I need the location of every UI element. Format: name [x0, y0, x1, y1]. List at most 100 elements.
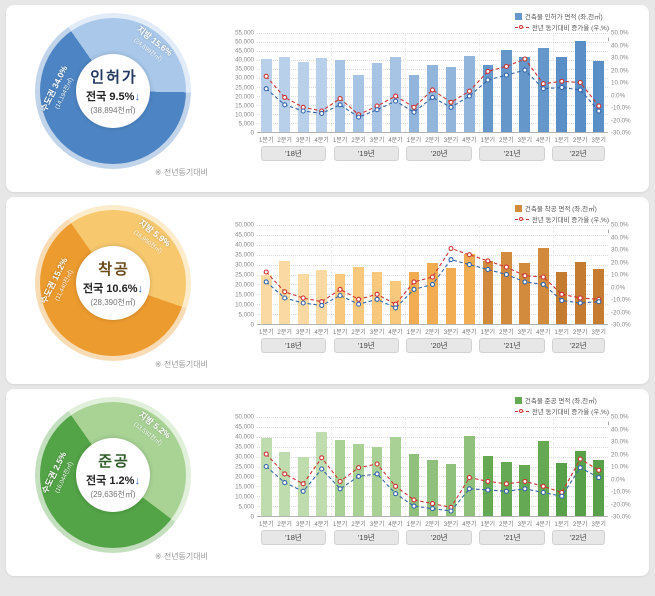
- bar-slot: [442, 33, 460, 132]
- line-point-marker: [596, 103, 602, 109]
- quarter-tick-label: 3분기: [443, 138, 459, 144]
- completions-donut-chart: 수도권 2.5% (16,044천㎡) 지방 5.2% (13,592천㎡) 준…: [35, 397, 191, 553]
- quarter-tick-label: 1분기: [332, 522, 348, 528]
- bar-slot: [423, 417, 441, 516]
- bar-slot: [516, 225, 534, 324]
- line-point-marker: [300, 300, 306, 306]
- line-point-marker: [393, 483, 399, 489]
- line-point-marker: [300, 481, 306, 487]
- grid-line: [257, 254, 608, 256]
- grid-line: [257, 446, 608, 448]
- quarter-tick-label: 1분기: [259, 522, 274, 528]
- left-axis-tick-label: 5,000: [238, 311, 254, 319]
- year-label: '21년: [479, 530, 545, 545]
- right-axis-tick-label: -20.0%: [611, 117, 631, 124]
- left-axis-tick-label: 15,000: [235, 483, 254, 491]
- line-point-marker: [282, 295, 288, 301]
- line-point-marker: [319, 110, 325, 116]
- yoy-note: ※ 전년동기대비: [154, 168, 208, 177]
- bar: [353, 443, 364, 516]
- bar: [371, 62, 383, 132]
- line-point-marker: [300, 488, 306, 494]
- permits-panel: 수도권 34.0% (14,194천㎡) 지방 15.6% (24,699천㎡)…: [6, 5, 649, 192]
- right-axis-tick-label: 50.0%: [611, 29, 629, 37]
- bar-slot: [553, 417, 571, 516]
- right-axis: -30.0% -20.0% -10.0% 0.0% 10.0% 20.0% 30.0% 40.…: [608, 222, 641, 329]
- line-point-marker: [503, 271, 509, 278]
- line-point-marker: [356, 473, 362, 479]
- bar-slot: [497, 225, 515, 324]
- year-label: '19년: [333, 146, 400, 161]
- bar-slot: [294, 33, 312, 132]
- left-axis: 0 5,000 10,000 15,000 20,000 25,000 30,000 35,0…: [226, 414, 257, 521]
- right-axis: -30.0% -20.0% -10.0% 0.0% 10.0% 20.0% 30.0% 40.…: [608, 29, 641, 137]
- left-axis-tick-label: 45,000: [235, 423, 254, 431]
- trend-line: [265, 453, 600, 508]
- quarter-tick-label: 3분기: [369, 522, 385, 528]
- line-point-marker: [448, 104, 454, 110]
- bar: [593, 60, 605, 132]
- starts-donut-chart: 수도권 15.2% (11,440천㎡) 지방 5.9% (16,950천㎡) …: [35, 205, 191, 361]
- right-axis-tick-label: -30.0%: [611, 321, 631, 329]
- left-axis: 0 5,000 10,000 15,000 20,000 25,000 30,000 35,0…: [226, 30, 257, 137]
- quarter-tick-label: 4분기: [314, 330, 329, 336]
- quarter-tick-label: 1분기: [332, 138, 348, 144]
- line-point-marker: [522, 273, 528, 279]
- left-axis-tick-label: 10,000: [235, 301, 254, 309]
- line-point-marker: [540, 81, 546, 87]
- year-label: '18년: [260, 530, 327, 545]
- bar-slot: [571, 417, 589, 516]
- bar-slot: [368, 33, 386, 132]
- line-point-marker: [393, 93, 399, 99]
- bar-slot: [534, 417, 552, 516]
- bar-slot: [386, 417, 404, 516]
- red-line-legend-icon: [514, 408, 529, 413]
- right-axis-tick-label: 40.0%: [611, 234, 629, 241]
- line-point-marker: [411, 104, 417, 110]
- left-axis-tick-label: 5,000: [238, 503, 254, 511]
- line-point-marker: [522, 486, 528, 492]
- left-axis-tick-label: 25,000: [235, 463, 254, 471]
- line-point-marker: [337, 292, 343, 299]
- line-point-marker: [337, 96, 343, 102]
- year-axis: '18년 '19년 '20년 '21년 '22년: [257, 530, 608, 545]
- quarter-axis: 1분기 2분기 3분기 4분기 1분기 2분기 3분기 4분기 1분기 2분기 3분기 4분기 1분기 2…: [257, 517, 608, 528]
- quarter-tick-label: 2분기: [425, 138, 440, 144]
- grid-line: [257, 436, 608, 438]
- bar: [316, 431, 327, 516]
- line-point-marker: [503, 63, 509, 69]
- bar: [427, 262, 438, 324]
- line-series-overlay: [263, 56, 602, 120]
- right-axis-tick-label: 30.0%: [611, 438, 629, 446]
- right-axis-tick-label: 10.0%: [611, 463, 629, 471]
- line-point-marker: [559, 78, 565, 84]
- down-arrow-icon: ↓: [134, 91, 140, 103]
- line-point-marker: [411, 503, 417, 509]
- bar: [500, 50, 512, 132]
- year-separator-line: [478, 417, 480, 516]
- right-axis-tick-label: -20.0%: [611, 309, 631, 316]
- bar: [574, 41, 586, 132]
- bar: [574, 261, 586, 324]
- line-point-marker: [596, 299, 602, 305]
- year-separator-line: [552, 417, 554, 516]
- starts-panel: 수도권 15.2% (11,440천㎡) 지방 5.9% (16,950천㎡) …: [6, 197, 649, 384]
- line-point-marker: [429, 501, 436, 507]
- plot-area: [257, 33, 608, 133]
- line-point-marker: [411, 497, 417, 503]
- quarter-tick-label: 4분기: [314, 522, 329, 528]
- bar: [574, 450, 586, 516]
- donut-center: 인허가 전국 9.5%↓ (38,894천㎡): [76, 54, 150, 128]
- quarter-tick-label: 3분기: [517, 138, 532, 144]
- left-axis-tick-label: 25,000: [235, 271, 254, 279]
- year-label-group: '18년: [257, 338, 330, 353]
- line-point-marker: [522, 279, 528, 285]
- line-point-marker: [503, 72, 509, 78]
- right-axis-tick-label: -10.0%: [611, 488, 631, 496]
- line-point-marker: [448, 508, 454, 514]
- donut-center: 착공 전국 10.6%↓ (28,390천㎡): [76, 246, 150, 320]
- line-point-marker: [466, 88, 472, 94]
- bar-slot: [257, 417, 275, 516]
- bar-slot: [571, 33, 589, 132]
- permits-donut-chart: 수도권 34.0% (14,194천㎡) 지방 15.6% (24,699천㎡)…: [35, 13, 191, 169]
